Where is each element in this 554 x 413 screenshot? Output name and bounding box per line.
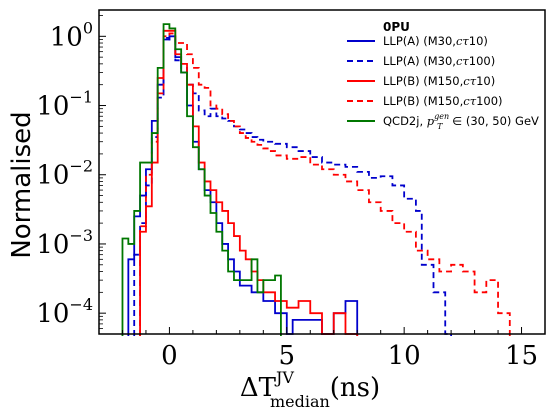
y-tick-label: 10−4 (36, 295, 93, 329)
x-tick-label: 0 (161, 341, 178, 371)
legend-label-5: QCD2j, pgen T ∈ (30, 50) GeV (383, 112, 539, 131)
x-axis-title: ΔTJV median(ns) (240, 368, 380, 411)
x-axis-title-unit: (ns) (330, 373, 380, 403)
x-tick-label: 5 (279, 341, 296, 371)
legend-label-3: LLP(B) (M150,cτ10) (383, 74, 495, 88)
plot-frame (98, 9, 546, 335)
series-line-5 (121, 23, 282, 336)
series-line-2 (133, 36, 453, 336)
y-tick-label: 10−1 (36, 88, 93, 122)
legend-title: 0PU (383, 20, 410, 34)
y-axis-title: Normalised (7, 111, 37, 258)
legend-label-4: LLP(B) (M150,cτ100) (383, 94, 503, 108)
ticks-layer: 0 5 10 15 10−4 10−3 10−2 10−1 100 (36, 15, 546, 371)
y-tick-label: 10−3 (36, 226, 93, 260)
x-axis-title-main: ΔT (240, 373, 277, 403)
y-tick-label: 100 (50, 18, 93, 52)
x-axis-title-sub: median (270, 392, 330, 411)
series-line-4 (139, 32, 511, 336)
series-layer (121, 23, 511, 336)
x-tick-label: 15 (505, 341, 538, 371)
y-tick-label: 10−2 (36, 157, 93, 191)
legend-label-2: LLP(A) (M30,cτ100) (383, 54, 495, 68)
legend: 0PU LLP(A) (M30,cτ10) LLP(A) (M30,cτ100) L… (347, 20, 539, 131)
series-line-3 (139, 29, 359, 336)
x-axis-title-sup: JV (274, 368, 294, 387)
legend-label-1: LLP(A) (M30,cτ10) (383, 34, 488, 48)
x-tick-label: 10 (388, 341, 421, 371)
